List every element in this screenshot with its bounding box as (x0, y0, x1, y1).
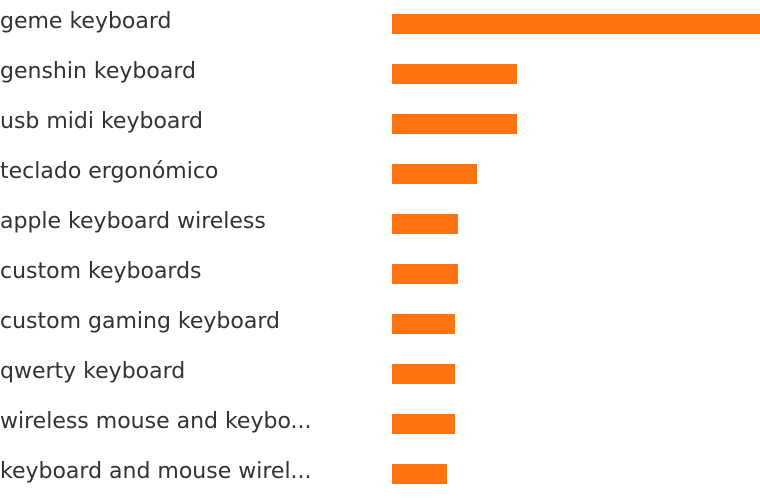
bar (392, 314, 455, 334)
category-label: custom gaming keyboard (0, 309, 280, 334)
category-label: teclado ergonómico (0, 159, 219, 184)
bar (392, 414, 455, 434)
bar (392, 364, 455, 384)
chart-row: usb midi keyboard (0, 100, 760, 150)
chart-row: qwerty keyboard (0, 350, 760, 400)
chart-row: wireless mouse and keybo... (0, 400, 760, 450)
chart-row: custom gaming keyboard (0, 300, 760, 350)
category-label: apple keyboard wireless (0, 209, 266, 234)
bar (392, 14, 760, 34)
chart-row: genshin keyboard (0, 50, 760, 100)
category-label: usb midi keyboard (0, 109, 204, 134)
category-label: genshin keyboard (0, 59, 196, 84)
chart-row: keyboard and mouse wirel... (0, 450, 760, 500)
category-label: wireless mouse and keybo... (0, 409, 312, 434)
bar (392, 164, 477, 184)
category-label: geme keyboard (0, 9, 172, 34)
bar (392, 114, 517, 134)
chart-row: geme keyboard (0, 0, 760, 50)
chart-row: apple keyboard wireless (0, 200, 760, 250)
chart-row: custom keyboards (0, 250, 760, 300)
category-label: keyboard and mouse wirel... (0, 459, 312, 484)
bar (392, 464, 447, 484)
category-label: custom keyboards (0, 259, 202, 284)
bar (392, 214, 458, 234)
bar (392, 264, 458, 284)
category-label: qwerty keyboard (0, 359, 186, 384)
chart-row: teclado ergonómico (0, 150, 760, 200)
bar (392, 64, 517, 84)
